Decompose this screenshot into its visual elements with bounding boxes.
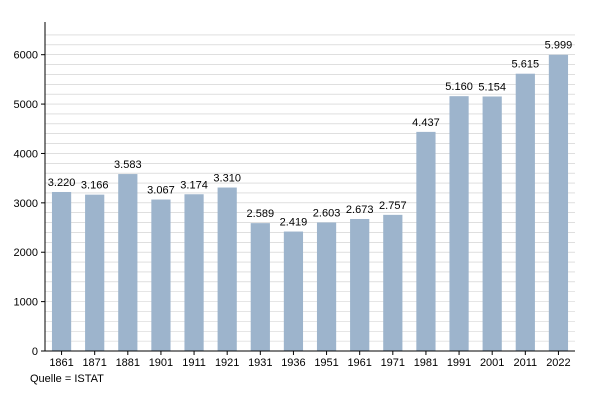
bar	[118, 174, 138, 351]
x-tick-label: 2001	[480, 357, 504, 369]
bar-value-label: 2.589	[247, 208, 275, 220]
bar	[85, 194, 105, 351]
x-tick-label: 1936	[281, 357, 305, 369]
bar-value-label: 3.310	[213, 173, 241, 185]
x-tick-label: 1871	[82, 357, 106, 369]
x-tick-label: 1921	[215, 357, 239, 369]
y-tick-label: 3000	[14, 198, 38, 210]
x-tick-label: 1971	[381, 357, 405, 369]
x-tick-label: 1931	[248, 357, 272, 369]
y-tick-label: 1000	[14, 297, 38, 309]
y-tick-label: 5000	[14, 99, 38, 111]
bar	[283, 231, 304, 351]
bar-value-label: 4.437	[412, 117, 440, 129]
x-tick-label: 1911	[182, 357, 206, 369]
bar	[416, 131, 436, 351]
bar-value-label: 3.067	[147, 185, 175, 197]
x-tick-label: 1961	[347, 357, 371, 369]
x-tick-label: 1981	[414, 357, 438, 369]
y-tick-label: 4000	[14, 148, 38, 160]
bar	[548, 54, 569, 351]
y-tick-label: 6000	[14, 50, 38, 62]
bar-value-label: 3.166	[81, 180, 109, 192]
bar	[151, 199, 171, 351]
x-tick-label: 1951	[314, 357, 338, 369]
x-tick-label: 2022	[546, 357, 570, 369]
bar	[184, 194, 204, 351]
bar-value-label: 2.603	[313, 207, 341, 219]
bar-value-label: 5.999	[545, 40, 573, 52]
y-tick-label: 0	[32, 346, 38, 358]
bar	[316, 222, 337, 351]
x-tick-label: 2011	[513, 357, 537, 369]
bar-value-label: 5.615	[512, 59, 540, 71]
source-note: Quelle = ISTAT	[30, 373, 104, 385]
x-tick-label: 1881	[116, 357, 140, 369]
bar-value-label: 5.160	[445, 81, 473, 93]
bar	[515, 73, 535, 351]
bar	[51, 191, 72, 351]
bar-value-label: 3.583	[114, 159, 142, 171]
bar	[350, 218, 370, 351]
bar	[217, 187, 237, 351]
x-tick-label: 1861	[49, 357, 73, 369]
bar-value-label: 3.174	[180, 179, 208, 191]
x-tick-label: 1901	[149, 357, 173, 369]
bar-value-label: 2.757	[379, 200, 407, 212]
bar-value-label: 5.154	[478, 81, 506, 93]
bar	[449, 96, 469, 351]
bar	[383, 214, 403, 351]
x-tick-label: 1991	[447, 357, 471, 369]
bar	[482, 96, 502, 351]
bar-value-label: 2.419	[280, 217, 308, 229]
bar	[250, 223, 270, 351]
y-tick-label: 2000	[14, 247, 38, 259]
bar-value-label: 3.220	[48, 177, 76, 189]
bar-value-label: 2.673	[346, 204, 374, 216]
